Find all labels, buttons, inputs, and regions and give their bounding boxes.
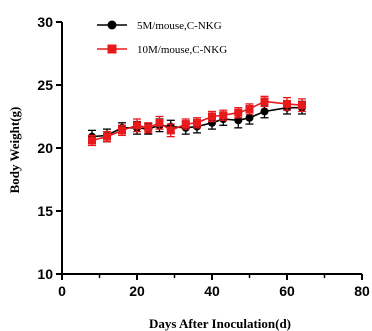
data-point (166, 126, 175, 135)
data-point (144, 123, 153, 132)
data-point (155, 118, 164, 127)
data-point (245, 104, 254, 113)
data-point (283, 99, 291, 108)
legend-marker (107, 44, 117, 54)
series-red (88, 95, 306, 147)
legend-item: 5M/mouse,C-NKG (97, 20, 222, 32)
y-tick-label: 25 (37, 77, 53, 93)
data-point (193, 118, 201, 127)
data-point (208, 112, 216, 121)
data-point (245, 113, 254, 122)
data-point (208, 118, 216, 127)
y-axis-title: Body Weight(g) (7, 107, 22, 194)
data-point (298, 101, 306, 110)
data-point (234, 108, 243, 117)
x-tick-label: 40 (204, 283, 220, 299)
series-layer (88, 95, 306, 147)
y-tick-label: 30 (37, 14, 53, 30)
x-tick-label: 80 (354, 283, 370, 299)
data-point (260, 107, 269, 116)
legend-marker (107, 20, 117, 30)
data-point (219, 111, 228, 120)
x-tick-label: 60 (279, 283, 295, 299)
y-tick-label: 15 (37, 203, 53, 219)
x-tick-label: 0 (58, 283, 66, 299)
y-tick-label: 20 (37, 140, 53, 156)
axes-layer: 0 20 40 60 80 10 15 20 25 30 (37, 14, 370, 299)
data-point (103, 132, 111, 141)
legend: 5M/mouse,C-NKG 10M/mouse,C-NKG (97, 20, 227, 56)
data-point (133, 121, 141, 130)
series-line (91, 100, 303, 142)
legend-label: 5M/mouse,C-NKG (137, 20, 222, 32)
data-point (88, 136, 96, 145)
x-axis-title: Days After Inoculation(d) (149, 316, 291, 331)
data-point (260, 97, 269, 106)
legend-item: 10M/mouse,C-NKG (97, 44, 227, 56)
data-point (118, 126, 126, 135)
data-point (181, 120, 190, 129)
x-tick-label: 20 (129, 283, 145, 299)
y-tick-label: 10 (37, 266, 53, 282)
legend-label: 10M/mouse,C-NKG (137, 44, 227, 56)
